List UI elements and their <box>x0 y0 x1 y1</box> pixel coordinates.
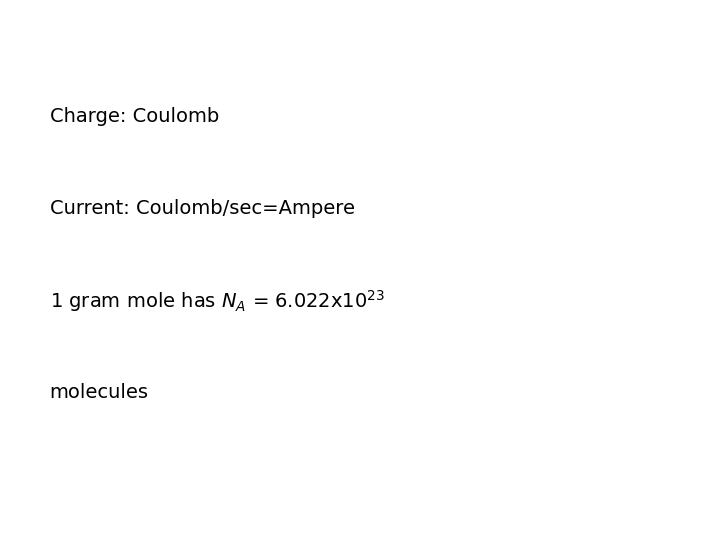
Text: molecules: molecules <box>50 383 148 402</box>
Text: Charge: Coulomb: Charge: Coulomb <box>50 107 219 126</box>
Text: 1 gram mole has $N_A$ = 6.022x10$^{23}$: 1 gram mole has $N_A$ = 6.022x10$^{23}$ <box>50 288 384 314</box>
Text: Current: Coulomb/sec=Ampere: Current: Coulomb/sec=Ampere <box>50 199 354 218</box>
